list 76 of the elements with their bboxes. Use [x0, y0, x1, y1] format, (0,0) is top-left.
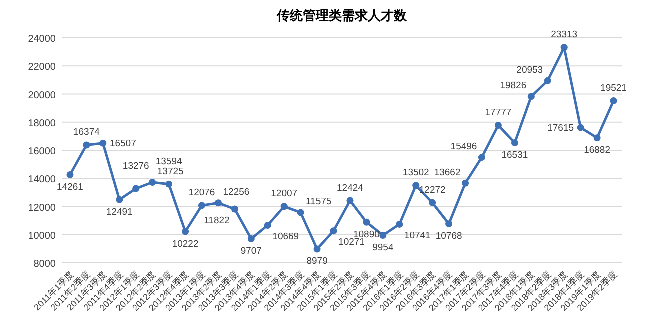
point: [66, 171, 74, 178]
data-label: 13725: [157, 166, 184, 178]
point: [231, 206, 238, 213]
data-label: 10222: [172, 238, 199, 250]
point: [429, 199, 436, 206]
point: [560, 44, 568, 52]
point: [330, 228, 338, 235]
point: [412, 182, 420, 190]
point: [182, 228, 190, 236]
data-label: 19826: [500, 80, 527, 92]
point: [346, 197, 354, 204]
point: [446, 220, 453, 228]
point: [363, 218, 370, 226]
data-label: 12256: [223, 187, 250, 198]
point: [214, 200, 222, 207]
y-tick-label: 8000: [34, 259, 56, 270]
y-tick-label: 24000: [28, 34, 56, 45]
data-label: 13502: [402, 168, 430, 179]
point: [462, 180, 470, 187]
data-label: 20953: [516, 64, 544, 76]
y-tick-label: 14000: [28, 174, 56, 186]
data-label: 11822: [204, 215, 230, 226]
y-tick-label: 16000: [28, 146, 56, 158]
point: [528, 93, 535, 100]
data-label: 17615: [548, 122, 574, 134]
point: [149, 178, 156, 186]
y-tick-label: 22000: [28, 62, 56, 74]
data-label: 12424: [337, 182, 364, 194]
data-label: 16531: [502, 150, 528, 162]
point: [83, 142, 90, 149]
data-label: 13594: [156, 156, 182, 168]
data-label: 9707: [240, 246, 262, 257]
y-tick-label: 10000: [28, 230, 56, 242]
point: [594, 134, 601, 142]
data-label: 11575: [306, 196, 332, 208]
point: [100, 140, 107, 147]
data-label: 12491: [106, 206, 133, 218]
data-label: 19521: [600, 82, 627, 94]
point: [166, 180, 173, 188]
point: [297, 209, 304, 216]
data-label: 16374: [73, 127, 100, 138]
data-label: 10741: [404, 230, 431, 242]
point: [132, 185, 140, 192]
point: [511, 140, 518, 147]
point: [577, 124, 584, 132]
point: [544, 77, 552, 84]
data-label: 13662: [434, 167, 461, 178]
data-label: 10768: [436, 231, 462, 242]
point: [198, 202, 206, 210]
data-label: 16507: [110, 138, 136, 150]
y-tick-label: 18000: [28, 118, 56, 130]
point: [314, 246, 321, 253]
point: [478, 154, 486, 162]
point: [248, 235, 255, 242]
point: [610, 97, 618, 104]
point: [396, 220, 404, 228]
data-label: 23313: [551, 30, 578, 41]
data-label: 15496: [450, 142, 478, 153]
data-label: 17777: [485, 108, 512, 119]
point: [494, 122, 502, 130]
data-label: 12007: [271, 188, 298, 200]
chart-title: 传统管理类需求人才数: [276, 8, 408, 23]
data-label: 14261: [57, 182, 84, 193]
data-label: 10669: [272, 231, 300, 242]
data-label: 12076: [188, 188, 216, 199]
point: [380, 232, 387, 240]
data-label: 10271: [338, 237, 365, 248]
point: [116, 196, 124, 204]
data-label: 8979: [306, 256, 328, 268]
y-tick-label: 20000: [28, 90, 56, 102]
y-tick-label: 12000: [28, 202, 56, 214]
point: [264, 222, 272, 229]
point: [280, 203, 288, 210]
data-label: 16882: [584, 145, 611, 156]
data-label: 9954: [372, 242, 394, 254]
data-label: 13276: [122, 160, 150, 172]
